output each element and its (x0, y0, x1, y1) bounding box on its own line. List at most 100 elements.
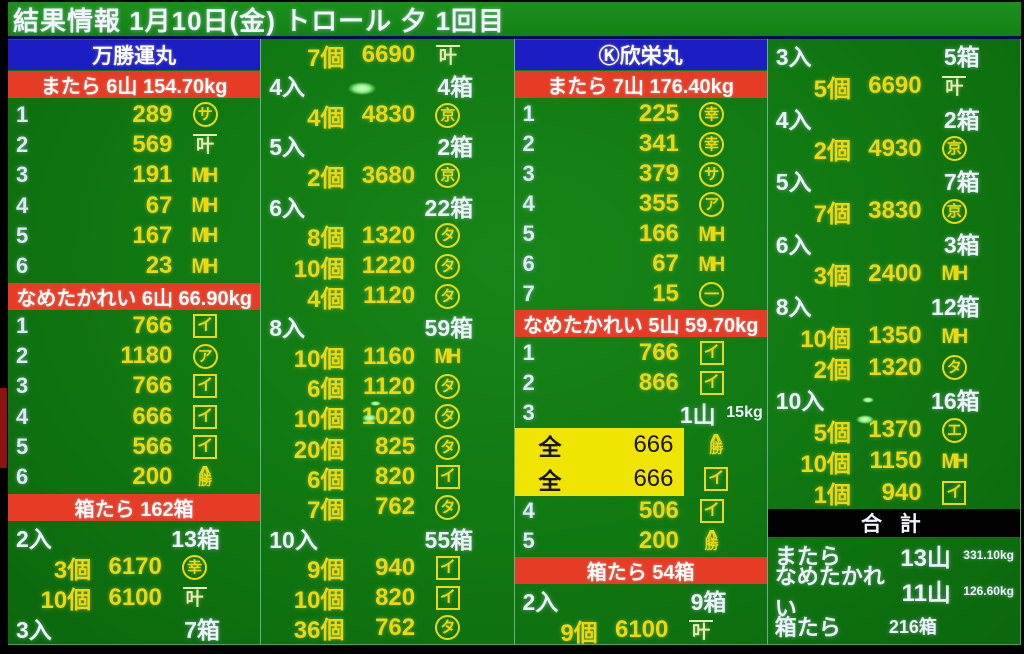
piece-count: 4個 (307, 285, 345, 313)
title-bar: 結果情報 1月10日(金) トロール 夕 1回目 (8, 2, 1021, 39)
piece-count: 10個 (40, 587, 92, 615)
results-columns: 万勝運丸 またら 6山 154.70kg 1 289 サ 2 569 叶 3 191 MH 4 67 MH… (8, 39, 1021, 647)
lot-yama: 1山 (679, 402, 716, 428)
mark-slot: タ (415, 223, 481, 249)
piece-price: 1020 (361, 402, 416, 430)
piece-row: 6個 1120 タ (261, 372, 513, 404)
buyer-mark-circle-icon: サ (192, 102, 218, 128)
buyer-mark-box-icon: イ (193, 374, 218, 399)
mark-slot: ∧ 勝 (679, 527, 745, 552)
lot-price: 506 (638, 497, 679, 524)
box-count-row: 4入 4箱 (261, 70, 513, 100)
lot-number: 1 (16, 101, 29, 127)
piece-count: 9個 (560, 619, 598, 647)
piece-row: 36個 762 タ (261, 613, 513, 644)
piece-row: 9個 940 イ (261, 553, 513, 585)
mark-slot: サ (679, 161, 745, 187)
piece-price: 6100 (108, 583, 162, 611)
lot-price: 766 (132, 311, 173, 339)
buyer-mark-plain-icon: MH (698, 252, 725, 276)
mark-slot: 京 (922, 136, 988, 162)
box-count: 59箱 (424, 315, 474, 342)
mark-slot: 叶 (415, 44, 481, 66)
piece-count: 2個 (813, 138, 851, 166)
box-count: 13箱 (171, 526, 220, 552)
box-count-row: 5入 2箱 (261, 130, 513, 160)
iri-label: 4入 (269, 74, 306, 101)
total-row: 箱たら 216箱 (768, 609, 1020, 643)
buyer-mark-circle-icon: 一 (699, 281, 725, 307)
lot-row: 5 566 イ (8, 432, 260, 462)
iri-label: 5入 (269, 134, 306, 161)
lot-price: 766 (638, 339, 679, 366)
piece-count: 8個 (307, 225, 345, 253)
lot-price: 200 (638, 527, 679, 554)
box-count-row: 8入 59箱 (261, 311, 513, 341)
mark-slot: 京 (922, 198, 988, 224)
buyer-mark-plain-icon: MH (191, 254, 219, 278)
buyer-mark-box-icon: イ (942, 480, 967, 505)
piece-price: 2400 (868, 259, 922, 287)
piece-price: 3680 (361, 161, 416, 189)
lot-number: 5 (522, 221, 535, 246)
lot-number: 2 (522, 131, 535, 156)
box-count: 2箱 (437, 134, 474, 161)
total-species: なめたかれい (774, 563, 885, 621)
lot-number: 3 (16, 373, 29, 399)
piece-price: 1150 (869, 447, 922, 475)
piece-count: 9個 (307, 557, 345, 585)
mark-slot: MH (679, 224, 745, 245)
piece-row: 10個 1150 MH (768, 446, 1020, 478)
lot-price: 1180 (120, 342, 173, 370)
iri-label: 2入 (16, 526, 52, 552)
buyer-mark-roof-icon: ∧ 勝 (708, 431, 725, 456)
buyer-mark-plain-icon: MH (941, 324, 968, 348)
iri-label: 2入 (522, 589, 559, 615)
lot-row: 3 1山 15kg (515, 398, 767, 428)
zen-label: 全 (538, 468, 562, 494)
lot-number: 6 (522, 251, 535, 276)
piece-count: 6個 (307, 376, 345, 404)
lot-row: 2 866 イ (515, 368, 767, 398)
mark-slot: イ (679, 371, 745, 395)
mark-slot: イ (415, 465, 481, 490)
buyer-mark-kane-icon: 叶 (435, 44, 460, 66)
lot-weight: 15kg (726, 404, 763, 421)
roof-glyph: 勝 (709, 440, 724, 456)
mark-slot: 幸 (679, 131, 745, 157)
iri-label: 3入 (16, 616, 52, 643)
column-vessel-2: Ⓚ欣栄丸 またら 7山 176.40kg 1 225 幸 2 341 幸 3 379 サ 4 355 ア 5… (513, 39, 767, 647)
species-header: またら 7山 176.40kg (514, 71, 767, 98)
buyer-mark-kane-icon: 叶 (942, 75, 967, 97)
buyer-mark-box-icon: イ (704, 467, 729, 491)
box-count: 16箱 (931, 387, 980, 414)
lot-price: 67 (145, 191, 173, 219)
box-count: 2箱 (943, 106, 980, 133)
piece-count: 10個 (293, 255, 345, 283)
mark-slot: 一 (679, 281, 745, 307)
mark-slot: ア (172, 343, 238, 369)
mark-slot: 京 (415, 163, 481, 189)
lot-price: 200 (132, 463, 173, 491)
mark-slot: MH (922, 326, 988, 347)
piece-price: 820 (375, 463, 416, 491)
lot-price: 341 (638, 130, 679, 157)
lot-price: 866 (638, 369, 679, 396)
piece-count: 3個 (53, 556, 92, 584)
piece-price: 4930 (868, 134, 922, 162)
lot-price: 23 (145, 252, 173, 280)
buyer-mark-circle-icon: タ (435, 253, 461, 279)
buyer-mark-kane-icon: 叶 (182, 587, 207, 608)
mark-slot: タ (415, 434, 481, 460)
mark-slot: タ (415, 615, 481, 641)
zen-price: 666 (633, 465, 674, 492)
box-count-row: 2入 13箱 (8, 522, 260, 552)
lot-number: 5 (522, 528, 535, 553)
buyer-mark-plain-icon: MH (191, 163, 219, 187)
box-count-row: 8入 12箱 (768, 290, 1020, 320)
mark-slot: イ (679, 341, 745, 365)
buyer-mark-circle-icon: タ (435, 283, 461, 309)
iri-label: 10入 (775, 387, 825, 414)
box-count: 12箱 (931, 294, 980, 321)
lot-price: 67 (652, 250, 679, 277)
